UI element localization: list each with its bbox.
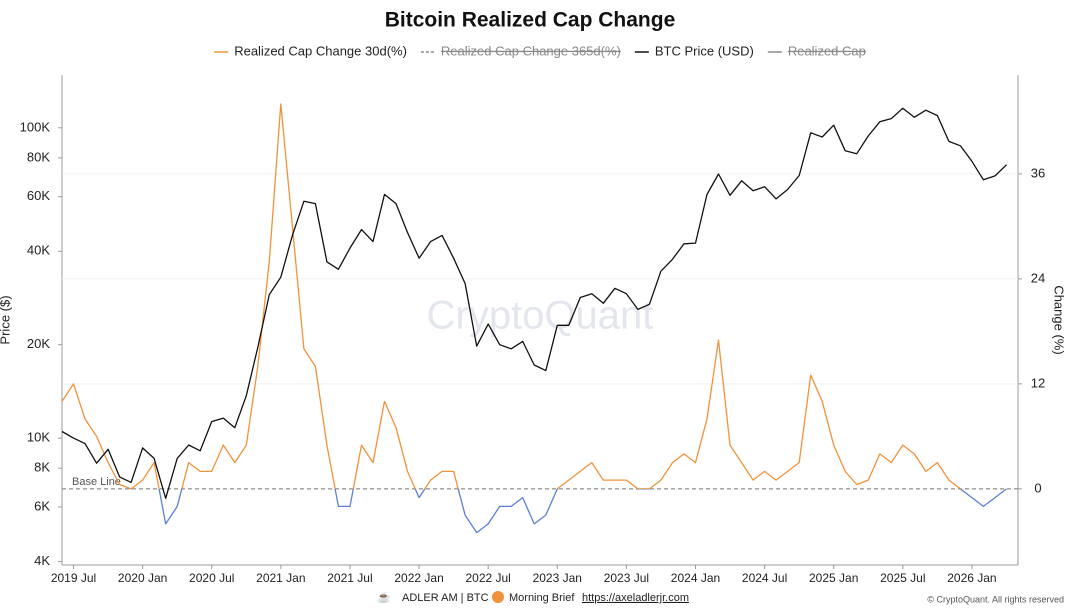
legend-label[interactable]: Realized Cap Change 30d(%) (234, 43, 407, 58)
x-tick-label: 2026 Jan (947, 571, 996, 585)
footer-author: ADLER AM | BTC (402, 592, 489, 604)
legend-label[interactable]: Realized Cap (788, 43, 866, 58)
x-tick-label: 2020 Jan (118, 571, 167, 585)
footer-icon: ☕ (377, 590, 391, 604)
baseline-label: Base Line (72, 476, 121, 488)
y2-tick-label: 24 (1031, 270, 1045, 285)
x-tick-label: 2022 Jan (394, 571, 443, 585)
y-tick-label: 20K (27, 336, 50, 351)
x-tick-label: 2021 Jul (327, 571, 372, 585)
x-tick-label: 2025 Jan (809, 571, 858, 585)
y-tick-label: 8K (34, 460, 50, 475)
series-line (61, 107, 1007, 499)
x-tick-label: 2022 Jul (465, 571, 510, 585)
legend: Realized Cap Change 30d(%) Realized Cap C… (214, 43, 866, 58)
y-tick-label: 10K (27, 430, 50, 445)
x-tick-label: 2023 Jan (533, 571, 582, 585)
y-tick-label: 40K (27, 243, 50, 258)
x-tick-label: 2020 Jul (189, 571, 234, 585)
footer: ☕ ADLER AM | BTC Morning Brief https://a… (377, 590, 1064, 604)
footer-logo (492, 591, 504, 603)
footer-copyright: © CryptoQuant. All rights reserved (927, 594, 1064, 604)
y2-tick-label: 0 (1034, 480, 1041, 495)
legend-label[interactable]: Realized Cap Change 365d(%) (441, 43, 621, 58)
x-tick-label: 2024 Jan (671, 571, 720, 585)
x-tick-label: 2019 Jul (51, 571, 96, 585)
x-tick-label: 2025 Jul (880, 571, 925, 585)
footer-link[interactable]: https://axeladlerjr.com (582, 592, 689, 604)
y2-axis-label: Change (%) (1052, 285, 1067, 354)
x-tick-label: 2024 Jul (742, 571, 787, 585)
x-tick-label: 2021 Jan (256, 571, 305, 585)
y-tick-label: 100K (20, 119, 51, 134)
y-tick-label: 4K (34, 553, 50, 568)
footer-brand: Morning Brief (509, 592, 575, 604)
y-tick-label: 6K (34, 498, 50, 513)
y2-tick-label: 12 (1031, 375, 1045, 390)
chart-title: Bitcoin Realized Cap Change (385, 9, 676, 32)
x-tick-label: 2023 Jul (604, 571, 649, 585)
y2-tick-label: 36 (1031, 165, 1045, 180)
watermark: CryptoQuant (427, 294, 654, 338)
y-tick-label: 60K (27, 188, 50, 203)
legend-label[interactable]: BTC Price (USD) (655, 43, 754, 58)
y-tick-label: 80K (27, 149, 50, 164)
y-axis-label: Price ($) (0, 295, 12, 344)
series-line (61, 103, 1007, 534)
